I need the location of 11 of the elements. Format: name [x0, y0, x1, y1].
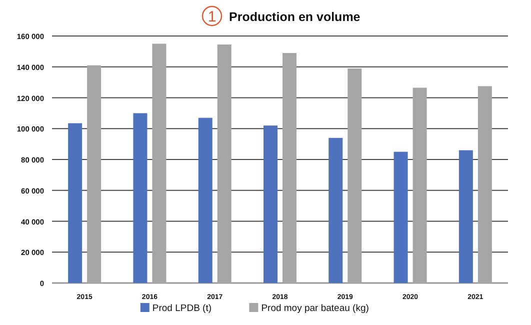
- bar: [133, 113, 148, 283]
- bar: [264, 126, 278, 283]
- bar: [394, 152, 408, 283]
- bar: [328, 138, 343, 283]
- chart-title: Production en volume: [229, 10, 360, 24]
- bar: [198, 118, 212, 283]
- bar: [458, 150, 473, 283]
- circled-number-icon: 1: [202, 6, 222, 26]
- legend-label: Prod moy par bateau (kg): [261, 303, 369, 314]
- bar: [68, 123, 82, 283]
- legend-label: Prod LPDB (t): [152, 303, 212, 314]
